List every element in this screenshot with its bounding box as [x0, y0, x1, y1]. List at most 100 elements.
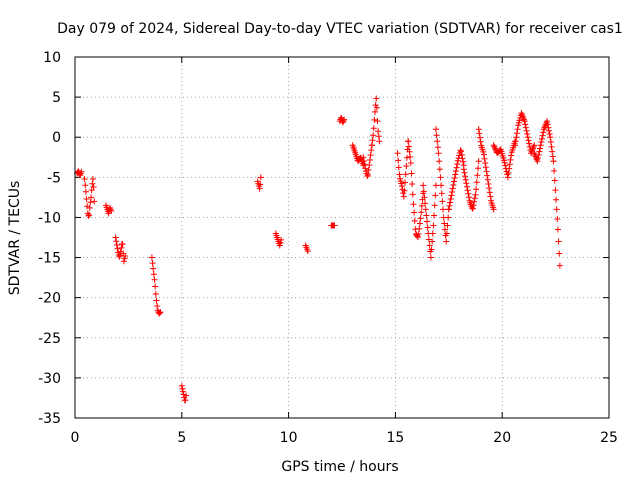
data-point — [513, 134, 520, 141]
data-point — [430, 222, 437, 229]
data-point — [457, 147, 464, 154]
data-point — [373, 104, 380, 111]
data-point — [151, 276, 158, 283]
data-point — [421, 194, 428, 201]
data-point — [480, 151, 487, 158]
data-point — [91, 198, 98, 205]
data-point — [150, 271, 157, 278]
data-point — [531, 142, 538, 149]
data-point — [424, 224, 431, 231]
data-point — [463, 180, 470, 187]
data-point — [424, 218, 431, 225]
data-point — [505, 169, 512, 176]
data-point — [180, 388, 187, 395]
data-point — [406, 148, 413, 155]
data-point — [475, 165, 482, 172]
data-point — [437, 174, 444, 181]
data-point — [440, 206, 447, 213]
data-point — [373, 95, 380, 102]
data-point — [402, 171, 409, 178]
data-point — [441, 226, 448, 233]
data-point — [364, 171, 371, 178]
data-point — [409, 180, 416, 187]
data-point — [508, 152, 515, 159]
data-point — [438, 182, 445, 189]
data-point — [545, 124, 552, 131]
data-point — [89, 180, 96, 187]
data-point — [153, 297, 160, 304]
data-point — [122, 252, 129, 259]
data-point — [149, 260, 156, 267]
data-point — [407, 160, 414, 167]
data-point — [432, 126, 439, 133]
data-point — [465, 190, 472, 197]
data-point — [395, 157, 402, 164]
data-point — [116, 253, 123, 260]
data-point — [112, 234, 119, 241]
x-tick-label: 0 — [71, 430, 80, 446]
data-point — [447, 195, 454, 202]
data-point — [256, 185, 263, 192]
y-tick-label: -35 — [38, 411, 61, 427]
data-point — [86, 204, 93, 211]
data-point — [441, 220, 448, 227]
data-point — [476, 130, 483, 137]
data-point — [486, 189, 493, 196]
data-point — [182, 397, 189, 404]
data-point — [473, 186, 480, 193]
data-point — [157, 309, 164, 316]
data-point — [338, 114, 345, 121]
data-point — [524, 134, 531, 141]
data-point — [117, 252, 124, 259]
data-point — [475, 158, 482, 165]
data-point — [486, 185, 493, 192]
data-point — [534, 158, 541, 165]
data-point — [340, 117, 347, 124]
data-point — [414, 234, 421, 241]
data-point — [435, 150, 442, 157]
data-point — [433, 132, 440, 139]
data-point — [491, 143, 498, 150]
x-tick-label: 25 — [600, 430, 618, 446]
data-point — [454, 157, 461, 164]
data-point — [400, 193, 407, 200]
data-point — [257, 174, 264, 181]
data-point — [514, 126, 521, 133]
data-point — [443, 230, 450, 237]
data-point — [491, 145, 498, 152]
data-point — [396, 171, 403, 178]
data-point — [490, 206, 497, 213]
data-point — [436, 166, 443, 173]
data-point — [339, 119, 346, 126]
data-point — [427, 254, 434, 261]
data-point — [462, 176, 469, 183]
data-point — [453, 164, 460, 171]
data-point — [471, 195, 478, 202]
data-point — [395, 164, 402, 171]
data-point — [484, 176, 491, 183]
data-point — [370, 125, 377, 132]
y-tick-label: -20 — [38, 291, 61, 307]
y-tick-label: -15 — [38, 251, 61, 267]
data-point — [506, 161, 513, 168]
data-point — [522, 121, 529, 128]
data-point — [304, 248, 311, 255]
data-point — [438, 190, 445, 197]
data-point — [449, 185, 456, 192]
data-point — [450, 182, 457, 189]
data-point — [409, 191, 416, 198]
chart-title: Day 079 of 2024, Sidereal Day-to-day VTE… — [57, 21, 623, 37]
data-point — [362, 165, 369, 172]
data-point — [447, 199, 454, 206]
data-point — [549, 153, 556, 160]
data-point — [403, 163, 410, 170]
data-point — [366, 161, 373, 168]
data-point — [398, 180, 405, 187]
data-point — [554, 226, 561, 233]
data-point — [550, 158, 557, 165]
data-point — [507, 156, 514, 163]
data-point — [462, 173, 469, 180]
data-point — [366, 157, 373, 164]
data-point — [452, 171, 459, 178]
data-point — [426, 242, 433, 249]
